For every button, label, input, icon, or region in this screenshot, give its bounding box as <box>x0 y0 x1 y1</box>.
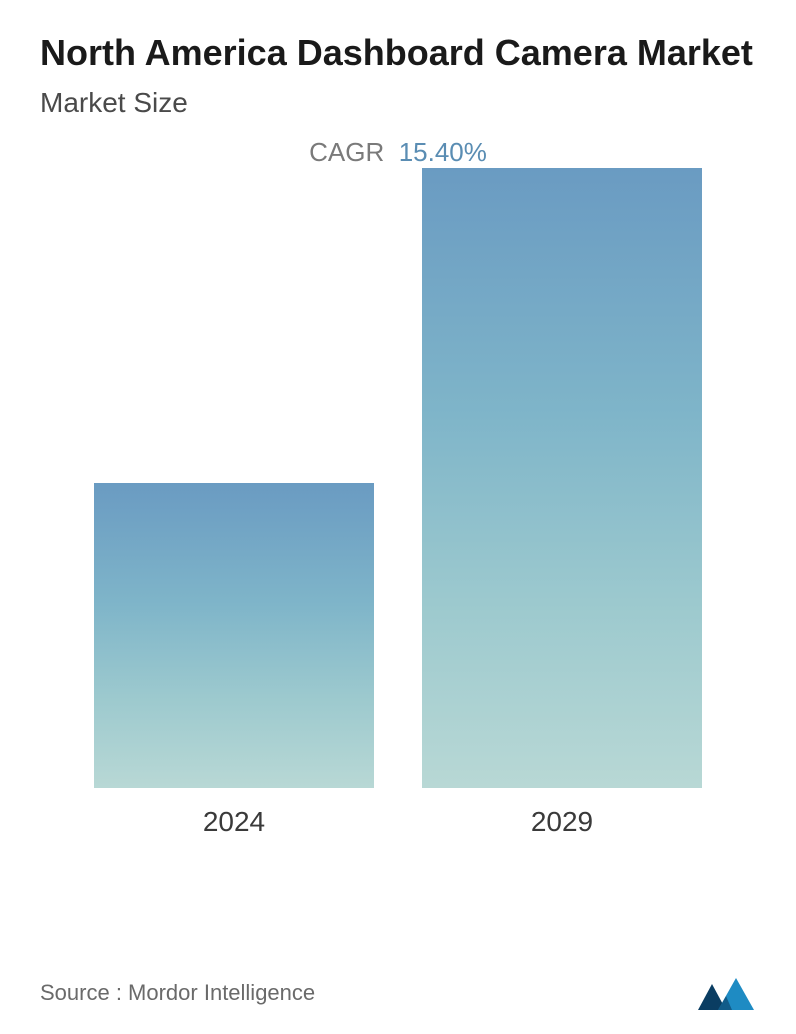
bar-group-2029: 2029 <box>422 168 702 838</box>
mordor-logo-icon <box>696 974 756 1012</box>
bar-label-2024: 2024 <box>203 806 265 838</box>
cagr-row: CAGR 15.40% <box>40 137 756 168</box>
bar-label-2029: 2029 <box>531 806 593 838</box>
chart-title: North America Dashboard Camera Market <box>40 30 756 75</box>
bar-group-2024: 2024 <box>94 483 374 838</box>
source-text: Source : Mordor Intelligence <box>40 980 315 1006</box>
bar-chart: 2024 2029 <box>40 198 756 838</box>
bar-2024 <box>94 483 374 788</box>
cagr-value: 15.40% <box>399 137 487 167</box>
bar-2029 <box>422 168 702 788</box>
chart-subtitle: Market Size <box>40 87 756 119</box>
cagr-label: CAGR <box>309 137 384 167</box>
footer: Source : Mordor Intelligence <box>40 974 756 1012</box>
